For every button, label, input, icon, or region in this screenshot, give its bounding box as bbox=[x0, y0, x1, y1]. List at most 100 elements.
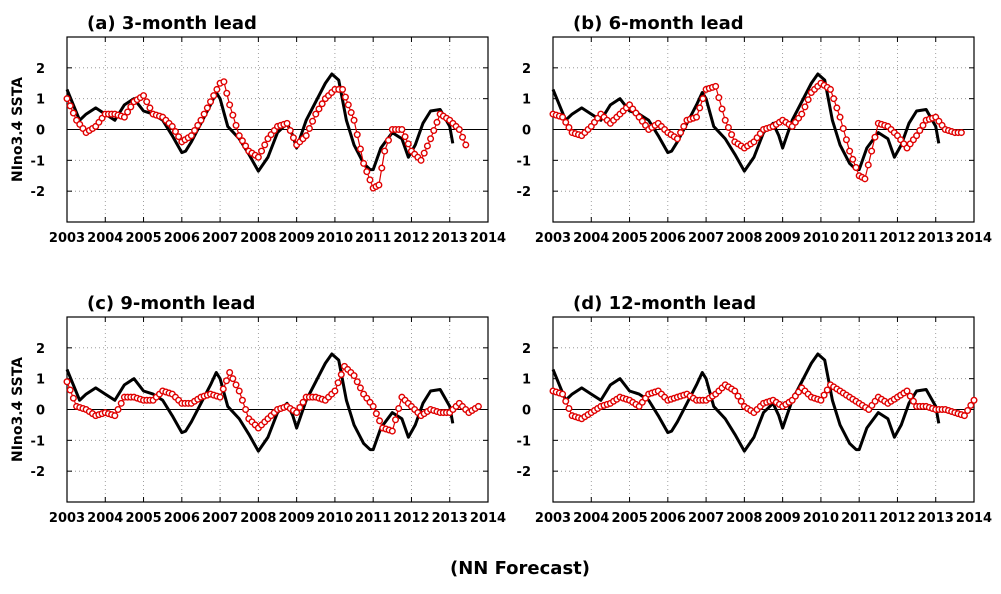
y-tick-label: -2 bbox=[517, 465, 531, 480]
x-tick-label: 2013 bbox=[432, 511, 468, 526]
x-tick-label: 2014 bbox=[956, 231, 992, 246]
forecast-point bbox=[232, 381, 240, 389]
forecast-point bbox=[69, 394, 77, 402]
y-tick-label: 2 bbox=[522, 62, 531, 77]
forecast-point bbox=[801, 103, 809, 111]
forecast-point bbox=[826, 85, 834, 93]
forecast-point bbox=[559, 390, 567, 398]
forecast-point bbox=[693, 113, 701, 121]
forecast-point bbox=[798, 110, 806, 118]
y-axis-label: NIno3.4 SSTA bbox=[10, 77, 26, 182]
forecast-point bbox=[916, 127, 924, 135]
panel-title: (d) 12-month lead bbox=[573, 293, 756, 314]
forecast-point bbox=[820, 391, 828, 399]
x-tick-label: 2004 bbox=[573, 231, 609, 246]
forecast-point bbox=[143, 98, 151, 106]
forecast-point bbox=[200, 110, 208, 118]
y-tick-label: 2 bbox=[36, 342, 45, 357]
x-tick-label: 2005 bbox=[125, 511, 161, 526]
forecast-point bbox=[229, 375, 237, 383]
forecast-point bbox=[712, 82, 720, 90]
forecast-point bbox=[226, 101, 234, 109]
forecast-point bbox=[242, 142, 250, 150]
x-tick-label: 2009 bbox=[279, 511, 315, 526]
y-tick-label: 1 bbox=[522, 373, 531, 388]
forecast-point bbox=[427, 135, 435, 143]
forecast-point bbox=[312, 110, 320, 118]
x-tick-label: 2011 bbox=[841, 231, 877, 246]
forecast-point bbox=[830, 95, 838, 103]
y-tick-label: -2 bbox=[31, 185, 45, 200]
x-tick-label: 2004 bbox=[87, 231, 123, 246]
x-tick-label: 2008 bbox=[240, 511, 276, 526]
forecast-point bbox=[187, 132, 195, 140]
forecast-point bbox=[964, 407, 972, 415]
x-tick-label: 2006 bbox=[164, 231, 200, 246]
x-tick-label: 2012 bbox=[879, 511, 915, 526]
chart-panel-3: 2003 2004 2005 2006 2007 2008 2009 2010 2011 2012… bbox=[10, 293, 506, 526]
y-tick-label: 1 bbox=[522, 93, 531, 108]
y-tick-label: 2 bbox=[522, 342, 531, 357]
x-tick-label: 2010 bbox=[803, 511, 839, 526]
x-tick-label: 2003 bbox=[535, 231, 571, 246]
forecast-point bbox=[223, 89, 231, 97]
forecast-point bbox=[261, 141, 269, 149]
panel-title: (b) 6-month lead bbox=[573, 13, 744, 34]
y-tick-label: 1 bbox=[36, 373, 45, 388]
forecast-point bbox=[360, 159, 368, 167]
x-tick-label: 2003 bbox=[535, 511, 571, 526]
forecast-point bbox=[404, 140, 412, 148]
x-tick-label: 2003 bbox=[49, 231, 85, 246]
forecast-point bbox=[724, 123, 732, 131]
x-tick-label: 2005 bbox=[611, 231, 647, 246]
forecast-point bbox=[120, 113, 128, 121]
forecast-point bbox=[398, 125, 406, 133]
forecast-point bbox=[970, 396, 978, 404]
chart-panel-2: 2003 2004 2005 2006 2007 2008 2009 2010 2011 2012… bbox=[517, 13, 993, 246]
plot-frame bbox=[552, 36, 975, 223]
x-tick-label: 2014 bbox=[470, 231, 506, 246]
forecast-point bbox=[254, 153, 262, 161]
forecast-point bbox=[842, 136, 850, 144]
forecast-point bbox=[238, 137, 246, 145]
forecast-point bbox=[852, 164, 860, 172]
forecast-point bbox=[114, 406, 122, 414]
forecast-point bbox=[350, 372, 358, 380]
forecast-point bbox=[66, 386, 74, 394]
forecast-markers bbox=[63, 362, 482, 435]
forecast-point bbox=[146, 104, 154, 112]
forecast-point bbox=[366, 176, 374, 184]
forecast-point bbox=[191, 127, 199, 135]
forecast-point bbox=[378, 164, 386, 172]
forecast-point bbox=[871, 133, 879, 141]
forecast-point bbox=[839, 124, 847, 132]
forecast-point bbox=[63, 378, 71, 386]
forecast-point bbox=[833, 104, 841, 112]
forecast-point bbox=[381, 147, 389, 155]
forecast-point bbox=[203, 104, 211, 112]
forecast-point bbox=[111, 412, 119, 420]
forecast-point bbox=[721, 116, 729, 124]
y-tick-label: -2 bbox=[31, 465, 45, 480]
forecast-point bbox=[737, 397, 745, 405]
forecast-point bbox=[388, 427, 396, 435]
forecast-markers bbox=[63, 78, 470, 192]
forecast-point bbox=[392, 416, 400, 424]
y-axis-label: NIno3.4 SSTA bbox=[10, 357, 26, 462]
chart-panel-4: 2003 2004 2005 2006 2007 2008 2009 2010 2011 2012… bbox=[517, 293, 993, 526]
forecast-point bbox=[353, 131, 361, 139]
forecast-point bbox=[375, 181, 383, 189]
forecast-series-line bbox=[552, 82, 962, 180]
forecast-point bbox=[474, 402, 482, 410]
panel-title: (c) 9-month lead bbox=[87, 293, 255, 314]
x-tick-label: 2005 bbox=[611, 511, 647, 526]
forecast-point bbox=[562, 118, 570, 126]
forecast-point bbox=[734, 392, 742, 400]
forecast-point bbox=[459, 133, 467, 141]
forecast-point bbox=[219, 385, 227, 393]
plot-frame bbox=[66, 36, 489, 223]
forecast-point bbox=[194, 121, 202, 129]
y-tick-label: 0 bbox=[36, 404, 45, 419]
forecast-point bbox=[849, 155, 857, 163]
forecast-point bbox=[242, 406, 250, 414]
